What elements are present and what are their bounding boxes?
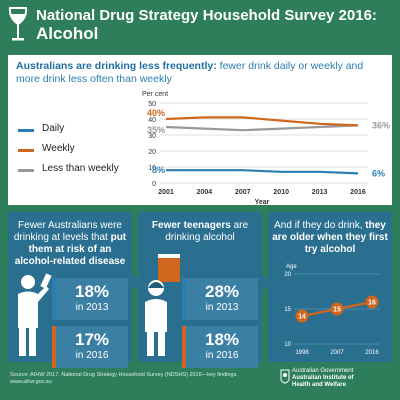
age-panel: And if they do drink, they are older whe… xyxy=(268,212,392,362)
drinking-person-icon xyxy=(18,273,52,356)
age-text-normal: And if they do drink, xyxy=(274,220,363,231)
age-y-tick-label: 20 xyxy=(284,272,291,278)
header: National Drug Strategy Household Survey … xyxy=(0,0,400,50)
start-label-less-than-weekly: 35% xyxy=(147,125,165,135)
teenagers-panel: Fewer teenagers are drinking alcohol 28%… xyxy=(138,212,262,368)
y-tick-label: 40 xyxy=(148,117,156,124)
teenagers-text-normal: are drinking alcohol xyxy=(165,220,249,243)
teen-stat-2016: 18% in 2016 xyxy=(186,326,258,368)
legend-swatch-daily xyxy=(18,129,34,132)
age-data-point xyxy=(365,295,379,309)
y-tick-label: 10 xyxy=(148,165,156,172)
y-tick-label: 30 xyxy=(148,133,156,140)
series-line-less-than-weekly xyxy=(165,124,359,132)
coat-of-arms-icon xyxy=(280,369,290,384)
arrow-right-icon xyxy=(128,270,142,294)
legend-swatch-less-than-weekly xyxy=(18,169,34,172)
source-note: Source: AIHW 2017. National Drug Strateg… xyxy=(10,372,238,386)
risk-stat-2013-year: in 2013 xyxy=(75,302,109,313)
risk-stat-2013-value: 18% xyxy=(74,282,110,301)
risk-stat-2016-year: in 2016 xyxy=(75,350,109,361)
age-x-tick-label: 1998 xyxy=(295,350,309,356)
source-url: www.aihw.gov.au xyxy=(10,379,52,385)
drinking-frequency-chart: 0 10 20 30 40 50 Per cent 2001 2004 2007 2010 2013 2… xyxy=(142,91,390,205)
legend-item-daily: Daily xyxy=(18,123,168,143)
x-tick-label: 2004 xyxy=(197,189,213,196)
teenager-with-drink-icon xyxy=(145,254,180,356)
age-x-tick-label: 2016 xyxy=(365,350,379,356)
y-tick-label: 50 xyxy=(148,101,156,108)
teen-stat-2013-year: in 2013 xyxy=(205,302,239,313)
risk-text: Fewer Australians were drinking at level… xyxy=(12,220,128,268)
teen-stat-2016-value: 18% xyxy=(204,330,240,349)
teenagers-text: Fewer teenagers are drinking alcohol xyxy=(142,220,258,244)
risk-text-bold: put them at risk of an alcohol-related d… xyxy=(14,232,127,267)
legend-label-weekly: Weekly xyxy=(42,143,75,154)
x-tick-label: 2013 xyxy=(312,189,328,196)
teen-stat-2013-value: 28% xyxy=(204,282,240,301)
y-tick-label: 0 xyxy=(152,181,156,188)
teen-stat-2016-year: in 2016 xyxy=(205,350,239,361)
frequency-headline-bold: Australians are drinking less frequently… xyxy=(16,60,217,72)
x-tick-label: 2010 xyxy=(273,189,289,196)
legend-item-weekly: Weekly xyxy=(18,143,168,163)
age-data-label: 16 xyxy=(368,300,376,307)
age-data-label: 15 xyxy=(333,307,341,314)
risk-stat-2013: 18% in 2013 xyxy=(56,278,128,320)
risk-stat-2016: 17% in 2016 xyxy=(56,326,128,368)
y-tick-label: 20 xyxy=(148,149,156,156)
end-label-daily: 6% xyxy=(372,168,385,178)
age-text-bold: they are older when they first try alcoh… xyxy=(272,220,388,255)
x-tick-label: 2016 xyxy=(350,189,366,196)
y-axis-label: Per cent xyxy=(142,91,168,98)
risk-text-normal: Fewer Australians were drinking at level… xyxy=(13,220,122,243)
age-data-point xyxy=(330,302,344,316)
legend-item-less-than-weekly: Less than weekly xyxy=(18,163,168,183)
age-x-tick-label: 2007 xyxy=(330,350,344,356)
age-first-drink-chart: Age 10 15 20 1998 2007 2016 14 15 16 xyxy=(284,264,380,356)
x-tick-label: 2001 xyxy=(158,189,174,196)
start-label-daily: 8% xyxy=(152,165,165,175)
teenagers-text-bold: Fewer teenagers xyxy=(151,220,231,231)
frequency-headline: Australians are drinking less frequently… xyxy=(16,60,384,86)
age-y-tick-label: 15 xyxy=(284,307,291,313)
gov-line-3: Health and Welfare xyxy=(292,382,346,388)
age-y-tick-label: 10 xyxy=(284,342,291,348)
source-line: Source: AIHW 2017. National Drug Strateg… xyxy=(10,372,238,378)
frequency-headline-rest: fewer drink daily or weekly and more dri… xyxy=(16,60,364,85)
age-y-axis-label: Age xyxy=(286,264,297,270)
series-line-daily xyxy=(166,169,359,175)
x-tick-label: 2007 xyxy=(235,189,251,196)
age-data-point xyxy=(295,309,309,323)
frequency-panel: Australians are drinking less frequently… xyxy=(8,55,392,205)
gov-line-2: Australian Institute of xyxy=(292,375,354,381)
age-text: And if they do drink, they are older whe… xyxy=(272,220,388,256)
chart-legend: Daily Weekly Less than weekly xyxy=(18,123,168,183)
footer: Source: AIHW 2017. National Drug Strateg… xyxy=(0,362,400,400)
wine-glass-icon xyxy=(8,7,28,41)
legend-swatch-weekly xyxy=(18,149,34,152)
legend-label-daily: Daily xyxy=(42,123,65,134)
x-axis-label: Year xyxy=(255,199,270,205)
start-label-weekly: 40% xyxy=(147,108,165,118)
government-logo: Australian Government Australian Institu… xyxy=(292,368,354,389)
gov-line-1: Australian Government xyxy=(292,368,354,374)
page-title: National Drug Strategy Household Survey … xyxy=(36,7,377,24)
page-subtitle: Alcohol xyxy=(36,24,99,43)
series-line-weekly xyxy=(165,116,359,127)
age-data-label: 14 xyxy=(298,314,306,321)
arrow-right-icon xyxy=(258,270,272,294)
legend-label-less-than-weekly: Less than weekly xyxy=(42,163,119,174)
end-label-less-than-weekly: 36% xyxy=(372,120,390,130)
bottom-panels: Fewer Australians were drinking at level… xyxy=(8,212,392,368)
risk-stat-2016-value: 17% xyxy=(74,330,110,349)
risk-panel: Fewer Australians were drinking at level… xyxy=(8,212,132,368)
teen-stat-2013: 28% in 2013 xyxy=(186,278,258,320)
